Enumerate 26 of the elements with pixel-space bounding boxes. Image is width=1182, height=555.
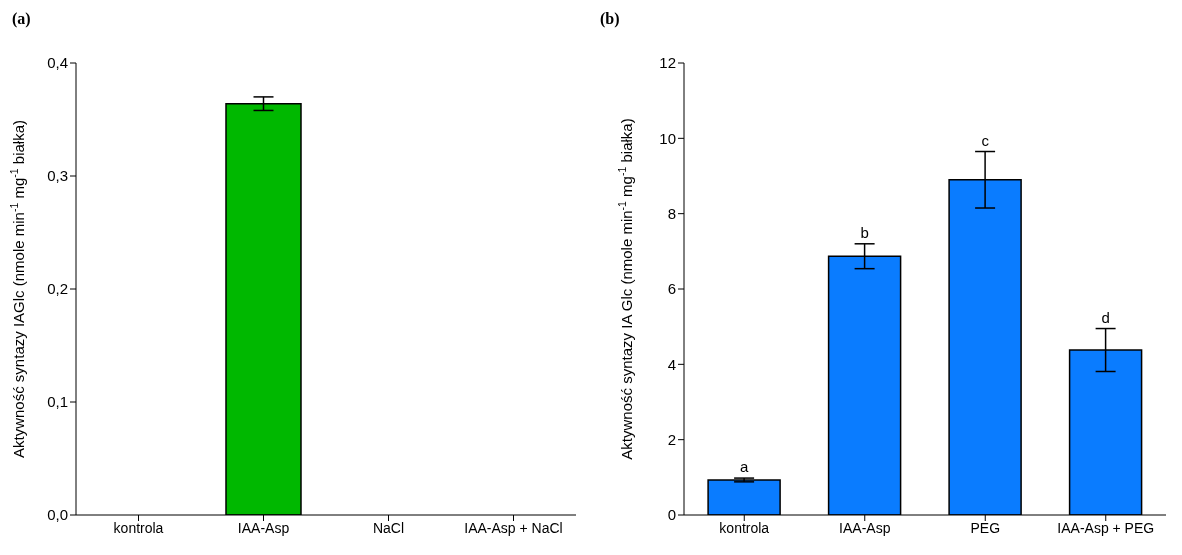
annotation: c [981,131,990,149]
y-tick-label: 2 [667,430,676,448]
y-tick-label: 0,4 [47,54,68,72]
x-tick-label: PEG [970,519,1001,536]
y-tick-label: 10 [659,129,676,147]
x-tick-label: kontrola [719,519,770,536]
x-tick-label: IAA-Asp [237,519,290,536]
x-tick-label: IAA-Asp + PEG [1057,519,1155,536]
y-tick-label: 6 [667,280,676,298]
annotation: b [860,223,869,241]
x-tick-label: IAA-Asp [839,519,891,536]
annotation: a [740,458,750,476]
y-tick-label: 12 [659,54,676,72]
y-tick-label: 0,0 [47,506,68,524]
y-tick-label: 0,3 [47,167,68,185]
x-tick-label: kontrola [113,519,164,536]
x-tick-label: IAA-Asp + NaCl [464,519,563,536]
annotation: d [1101,308,1110,326]
y-tick-label: 8 [667,204,676,222]
x-tick-label: NaCl [372,519,405,536]
y-tick-label: 0,1 [47,393,68,411]
chart-title: (b) [600,10,620,28]
chart-title: (a) [12,10,31,28]
y-tick-label: 4 [667,355,676,373]
y-tick-label: 0,2 [47,280,68,298]
y-tick-label: 0 [667,506,676,524]
